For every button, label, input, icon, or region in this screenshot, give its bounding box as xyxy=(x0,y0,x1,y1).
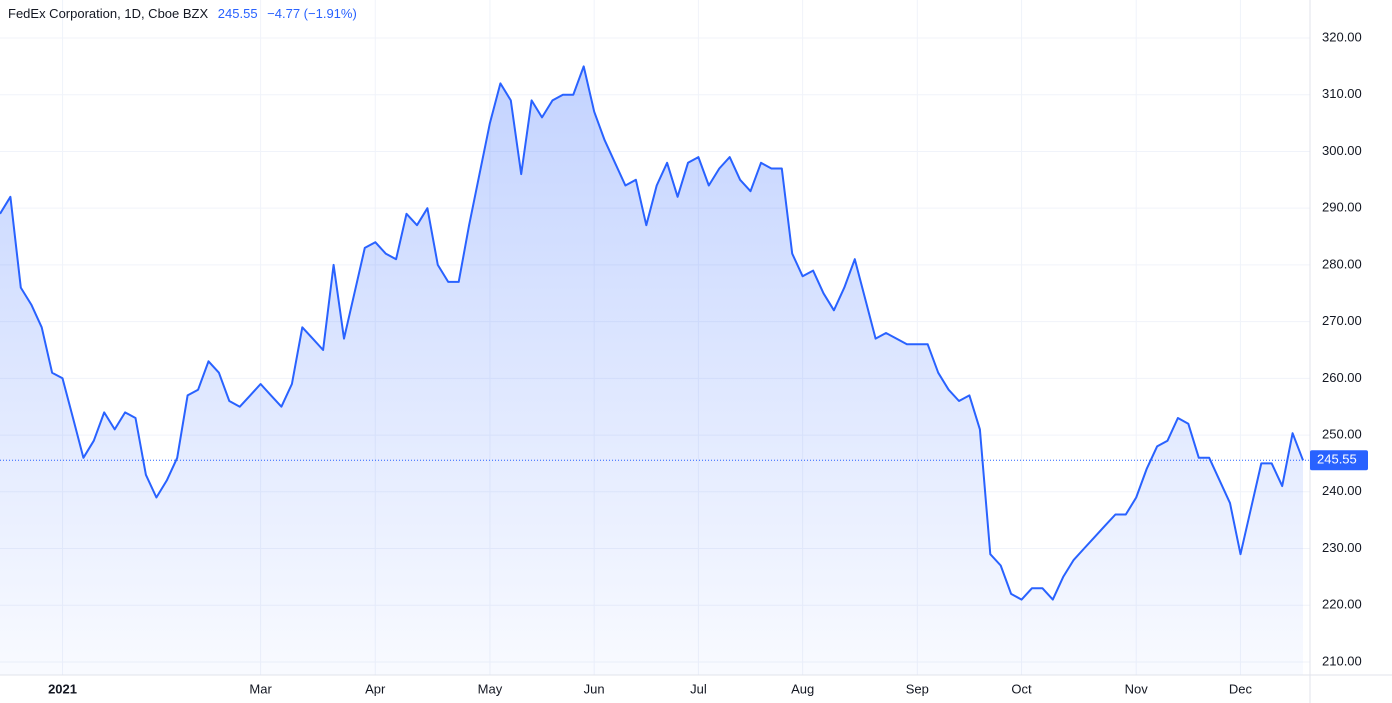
last-price: 245.55 xyxy=(218,6,258,21)
x-tick-label: Apr xyxy=(365,681,386,696)
x-tick-label: Sep xyxy=(906,681,929,696)
x-tick-label: Jun xyxy=(584,681,605,696)
area xyxy=(0,66,1303,675)
price-line xyxy=(0,65,1304,601)
y-tick-label: 320.00 xyxy=(1322,29,1362,44)
y-tick-label: 290.00 xyxy=(1322,200,1362,215)
y-tick-label: 250.00 xyxy=(1322,427,1362,442)
x-tick-label: Dec xyxy=(1229,681,1253,696)
x-tick-label: 2021 xyxy=(48,681,77,696)
y-tick-label: 310.00 xyxy=(1322,86,1362,101)
last-price-label: 245.55 xyxy=(1317,452,1357,467)
y-tick-label: 260.00 xyxy=(1322,370,1362,385)
x-tick-label: Oct xyxy=(1011,681,1032,696)
y-tick-label: 300.00 xyxy=(1322,143,1362,158)
change: −4.77 (−1.91%) xyxy=(267,6,357,21)
last-price-badge xyxy=(1310,450,1368,471)
y-tick-label: 220.00 xyxy=(1322,597,1362,612)
x-tick-label: Jul xyxy=(690,681,707,696)
x-tick-label: Mar xyxy=(249,681,272,696)
y-tick-label: 230.00 xyxy=(1322,540,1362,555)
header: FedEx Corporation, 1D, Cboe BZX 245.55 −… xyxy=(8,6,357,21)
y-tick-label: 280.00 xyxy=(1322,256,1362,271)
symbol: FedEx Corporation, 1D, Cboe BZX xyxy=(8,6,208,21)
x-tick-label: Aug xyxy=(791,681,814,696)
x-tick-label: May xyxy=(478,681,503,696)
y-tick-label: 210.00 xyxy=(1322,653,1362,668)
x-tick-label: Nov xyxy=(1125,681,1149,696)
y-tick-label: 270.00 xyxy=(1322,313,1362,328)
y-tick-label: 240.00 xyxy=(1322,483,1362,498)
